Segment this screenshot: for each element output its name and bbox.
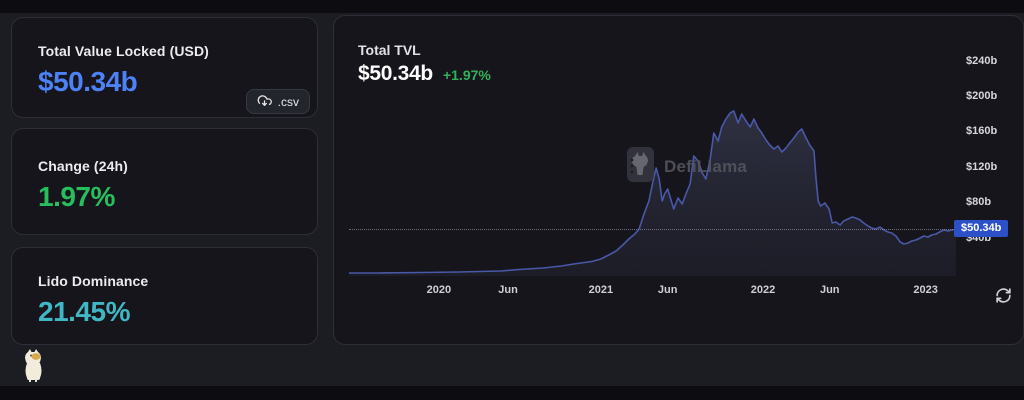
watermark-label: DefiLlama [664,157,748,176]
x-axis-tick: Jun [819,284,840,296]
download-csv-button[interactable]: .csv [245,89,310,114]
stat-card-change-24h: Change (24h) 1.97% [11,128,318,235]
y-axis-tick: $200b [966,90,998,102]
tvl-chart-card: Total TVL $50.34b +1.97% [333,15,1024,345]
y-axis-tick: $80b [966,196,992,209]
csv-button-label: .csv [277,94,299,109]
refresh-button[interactable] [992,286,1014,308]
tvl-series-area [349,111,956,276]
tvl-series-line [349,110,957,274]
tvl-value: $50.34b [38,66,138,97]
x-axis-tick: 2022 [750,284,776,296]
stat-card-total-value-locked: Total Value Locked (USD) $50.34b .csv [11,17,318,118]
dominance-label: Lido Dominance [38,273,149,289]
chart-title: Total TVL [358,42,421,58]
x-axis-tick: 2023 [913,284,938,296]
chart-change-percent: +1.97% [442,67,491,83]
defillama-logo-icon [627,147,654,187]
cloud-download-icon [257,94,272,109]
tvl-plot-area[interactable]: DefiLlama $50.34b $240b $200b $160b $120b $8… [349,31,1009,296]
tvl-label: Total Value Locked (USD) [38,43,209,59]
x-axis-tick: 2021 [588,284,614,296]
x-axis-tick: Jun [498,284,518,296]
x-axis-tick: Jun [657,284,678,296]
change-value: 1.97% [38,181,115,212]
y-axis-tick: $160b [966,125,998,138]
top-strip [0,0,1024,13]
llama-mascot-icon[interactable] [19,349,47,382]
current-value-badge: $50.34b [954,220,1009,237]
tvl-area-chart [349,110,957,276]
bottom-strip [0,386,1024,400]
x-axis-tick: 2020 [426,284,452,296]
y-axis-tick: $120b [966,160,998,173]
change-label: Change (24h) [38,158,128,174]
defillama-watermark: DefiLlama [627,147,747,187]
refresh-icon [995,288,1011,303]
chart-current-value: $50.34b [358,62,433,85]
dominance-value: 21.45% [38,296,130,327]
current-value-line [349,229,961,230]
stat-card-lido-dominance: Lido Dominance 21.45% [11,247,318,345]
y-axis-tick: $240b [966,54,998,67]
chart-header: Total TVL $50.34b +1.97% [358,42,491,86]
